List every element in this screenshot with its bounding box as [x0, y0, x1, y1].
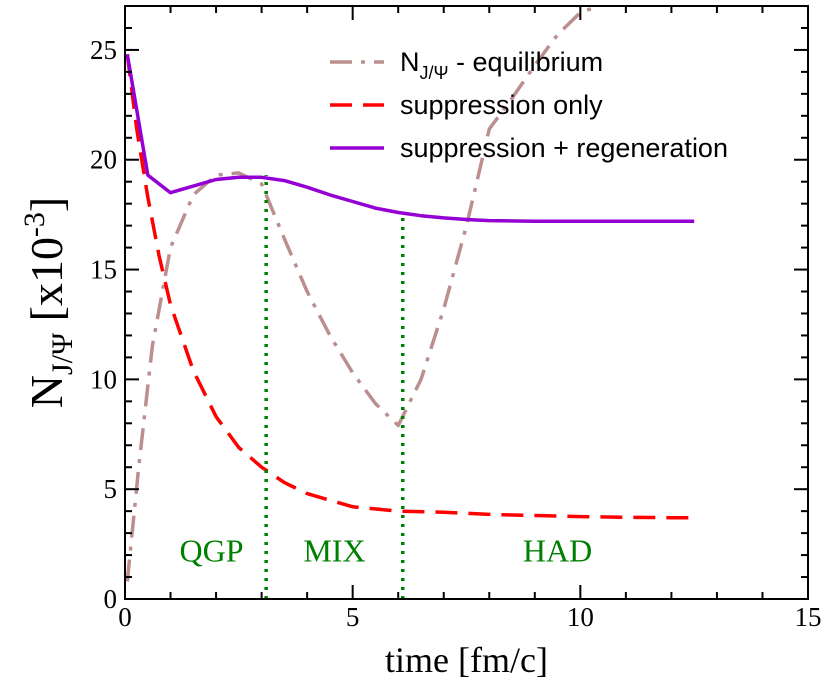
tick-layer: 0 5 10 15 0 5 10 15 20 25	[90, 5, 822, 632]
region-label-qgp: QGP	[180, 533, 244, 569]
plot-frame	[124, 5, 809, 600]
y-axis-title-close: ]	[21, 197, 72, 212]
legend: NJ/Ψ - equilibrium suppression only suppre…	[330, 47, 728, 163]
x-tick-label: 0	[118, 602, 132, 632]
x-tick-label: 5	[346, 602, 360, 632]
x-tick-label: 15	[795, 602, 822, 632]
y-tick-label: 15	[90, 255, 117, 285]
y-axis-title-main: N	[21, 375, 72, 408]
series-line-suppression-only	[125, 54, 695, 520]
y-axis-title-exponent: -3	[18, 212, 51, 237]
y-axis-title-sub: J/Ψ	[46, 332, 79, 375]
y-tick-label: 10	[90, 364, 117, 394]
series-line-equilibrium	[125, 6, 600, 582]
vline-layer	[264, 175, 405, 599]
x-axis-title: time [fm/c]	[385, 640, 548, 680]
legend-label: NJ/Ψ - equilibrium	[400, 47, 603, 83]
series-line-suppression-regeneration	[125, 54, 695, 223]
y-tick-label: 0	[104, 584, 118, 614]
region-label-mix: MIX	[303, 533, 365, 569]
region-label-had: HAD	[523, 533, 592, 569]
legend-label: suppression + regeneration	[400, 133, 728, 163]
legend-label: suppression only	[400, 90, 603, 120]
y-tick-label: 25	[90, 35, 117, 65]
y-tick-label: 5	[104, 474, 118, 504]
annotation-layer: QGP MIX HAD	[180, 533, 593, 569]
y-axis-title: NJ/Ψ [x10-3]	[18, 197, 79, 409]
x-tick-label: 10	[567, 602, 594, 632]
y-axis-title-bracket: [x10	[21, 237, 72, 333]
y-tick-label: 20	[90, 145, 117, 175]
series-layer	[125, 6, 695, 582]
